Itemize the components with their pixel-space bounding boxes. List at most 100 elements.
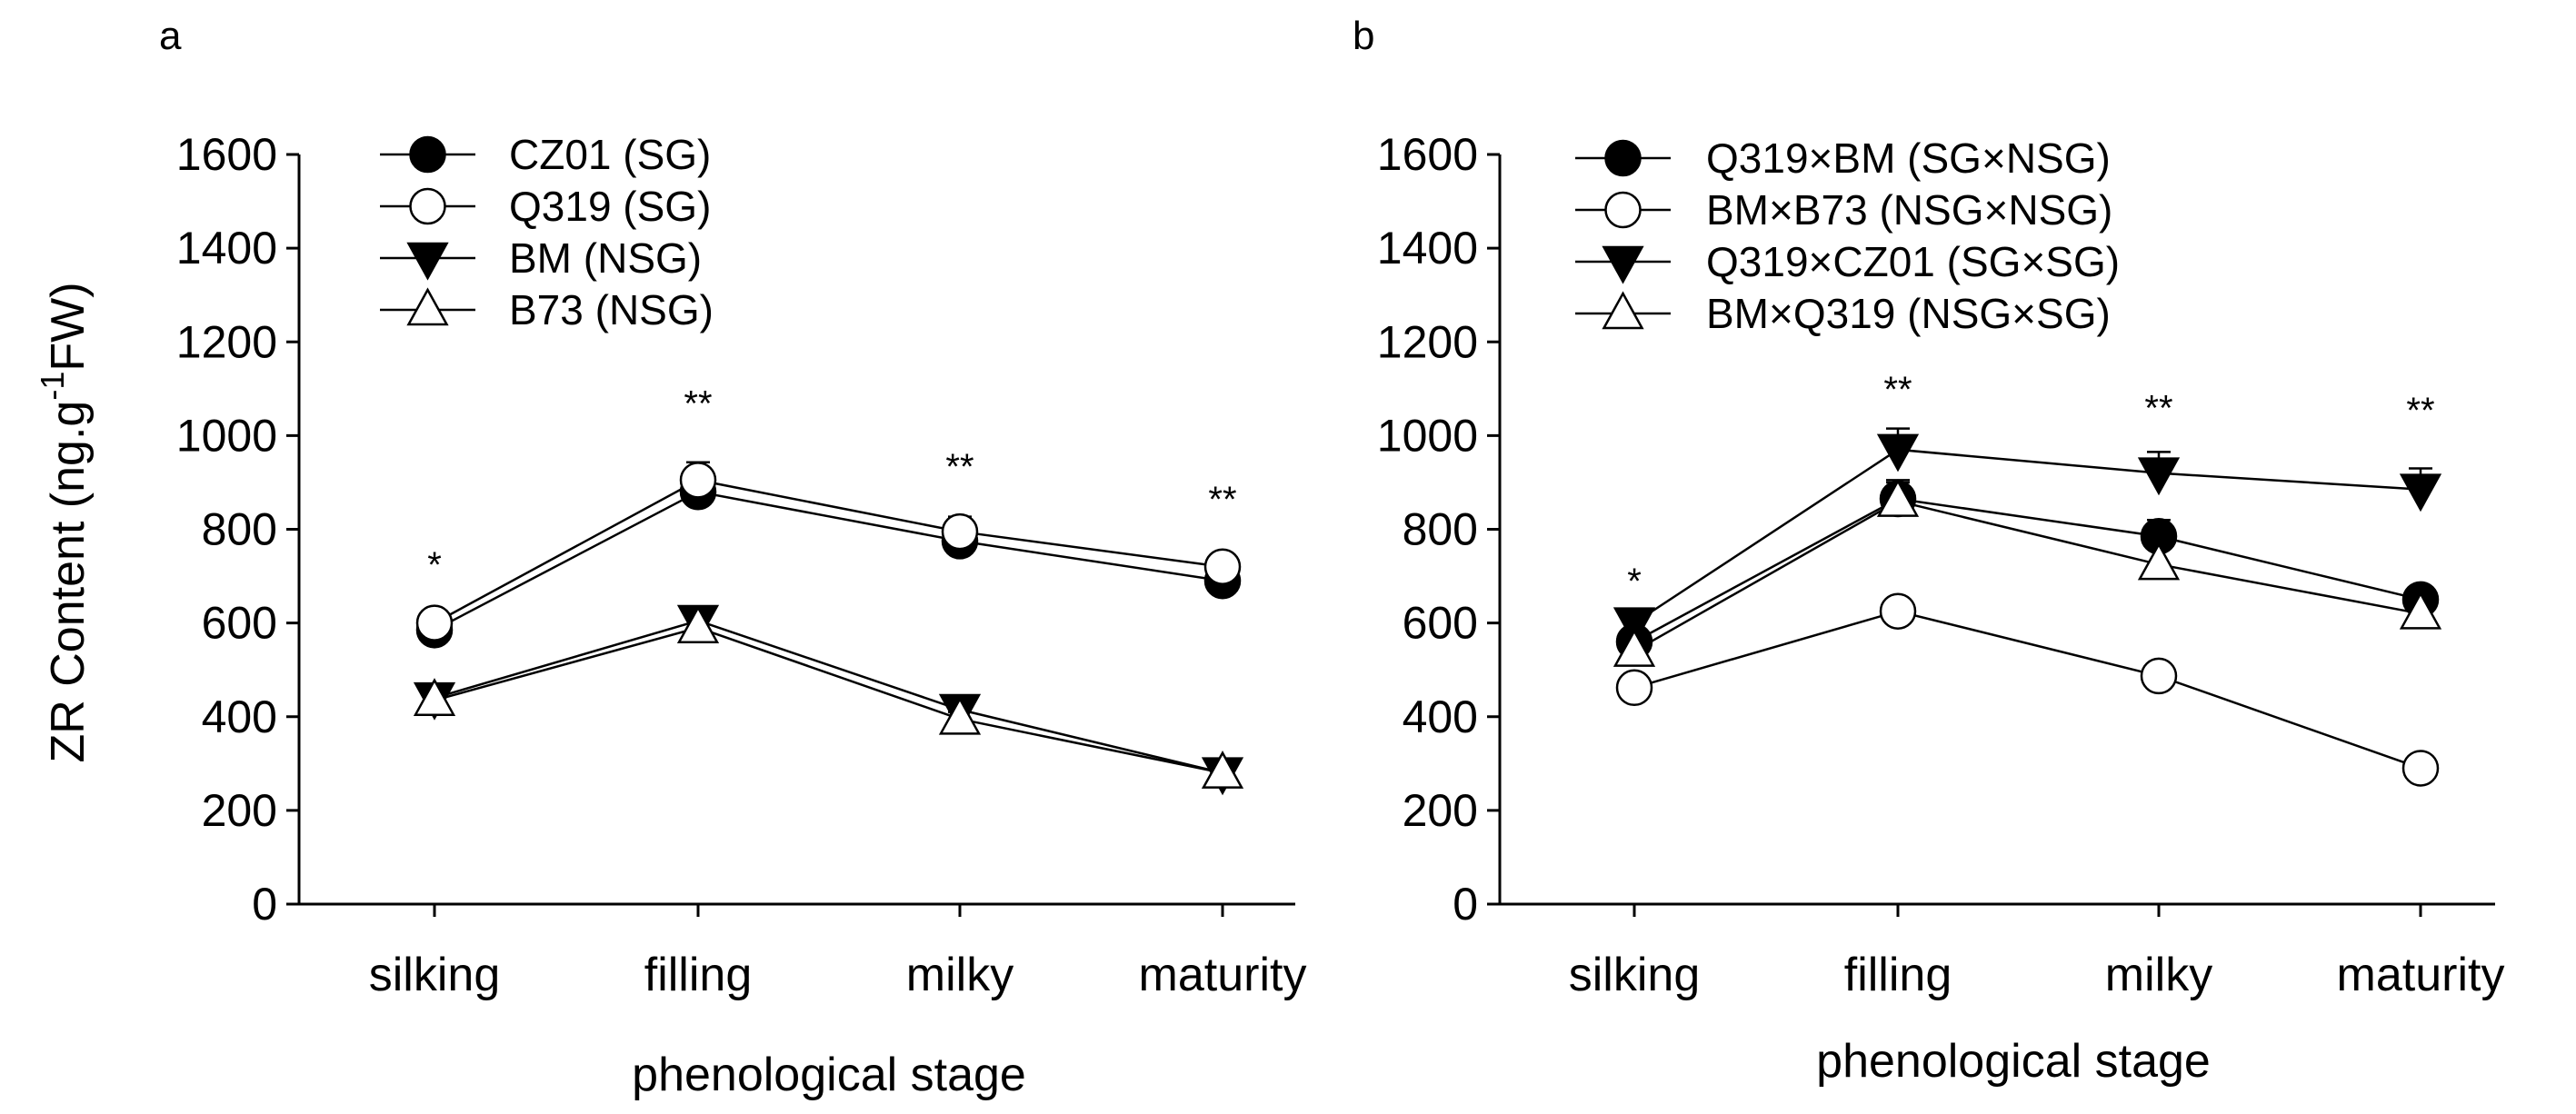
y-tick-label: 0 <box>252 879 277 930</box>
data-point <box>941 512 979 551</box>
x-tick-label-silking: silking <box>1569 949 1701 1001</box>
series-line <box>1633 497 2421 643</box>
y-tick-label: 200 <box>1403 785 1478 836</box>
series-line <box>434 479 1223 624</box>
data-point <box>1203 548 1242 585</box>
data-point <box>2137 457 2181 496</box>
x-ticks: silking filling milky maturity <box>369 904 1307 1001</box>
y-tick-label: 1600 <box>176 129 277 180</box>
legend-label: BM (NSG) <box>509 234 702 282</box>
panel-letter-a: a <box>159 14 182 58</box>
x-tick-label-silking: silking <box>369 949 501 1001</box>
data-point <box>1876 433 1920 472</box>
panel-letter-b: b <box>1353 14 1374 58</box>
y-tick-label: 800 <box>1403 504 1478 555</box>
data-point <box>676 605 720 644</box>
series-3 <box>413 604 1244 796</box>
x-tick-label-maturity: maturity <box>2337 949 2505 1001</box>
chart-panel-a: a 0 200 400 600 800 1000 1200 1400 1600 silking f… <box>159 14 1306 1101</box>
x-tick-label-filling: filling <box>644 949 753 1001</box>
y-ticks: 0 200 400 600 800 1000 1200 1400 1600 <box>1377 129 1500 930</box>
x-tick-label-maturity: maturity <box>1139 949 1307 1001</box>
data-point <box>415 604 454 642</box>
significance-mark: ** <box>2406 391 2434 431</box>
legend: Q319×BM (SG×NSG)BM×B73 (NSG×NSG)Q319×CZ0… <box>1575 134 2120 337</box>
data-point <box>1612 607 1656 646</box>
y-tick-label: 1000 <box>1377 410 1478 461</box>
data-point <box>2137 542 2181 581</box>
legend-marker <box>1604 139 1642 177</box>
data-point <box>2399 591 2442 630</box>
legend-label: B73 (NSG) <box>509 286 714 333</box>
legend-label: Q319 (SG) <box>509 183 711 230</box>
legend-item: BM (NSG) <box>380 234 702 282</box>
series-line <box>434 619 1223 774</box>
data-point <box>1201 751 1244 789</box>
legend-marker <box>1604 191 1642 229</box>
significance-mark: * <box>1627 562 1642 602</box>
y-tick-label: 1600 <box>1377 129 1478 180</box>
legend-marker <box>409 187 446 225</box>
legend-marker <box>1602 291 1644 330</box>
y-tick-label: 1400 <box>1377 223 1478 274</box>
series-2 <box>1615 592 2440 787</box>
y-axis-title: ZR Content (ng.g-1FW) <box>34 282 95 762</box>
data-point <box>1612 628 1656 667</box>
legend: CZ01 (SG) Q319 (SG)BM (NSG)B73 (NSG) <box>380 131 714 333</box>
significance-group: ******* <box>427 383 1236 585</box>
y-axis-title-main: ZR Content (ng.g <box>42 401 95 763</box>
series-line <box>1633 448 2421 624</box>
series-line <box>434 490 1223 632</box>
y-axis-title-superscript: -1 <box>34 372 71 401</box>
y-tick-label: 1200 <box>1377 316 1478 367</box>
series-group <box>413 461 1244 796</box>
y-tick-label: 0 <box>1453 879 1478 930</box>
legend-item: BM×Q319 (NSG×SG) <box>1575 290 2111 337</box>
legend-item: Q319×CZ01 (SG×SG) <box>1575 238 2120 285</box>
legend-label: Q319×CZ01 (SG×SG) <box>1706 238 2120 285</box>
data-point <box>2140 657 2178 695</box>
series-1 <box>1615 479 2440 661</box>
data-point <box>1876 478 1920 517</box>
y-tick-label: 1200 <box>176 316 277 367</box>
series-3 <box>1612 427 2442 646</box>
y-tick-label: 400 <box>1403 691 1478 742</box>
x-axis-title: phenological stage <box>632 1049 1026 1101</box>
chart-panel-b: b 0 200 400 600 800 1000 1200 1400 1600 silking f… <box>1353 14 2504 1088</box>
x-tick-label-filling: filling <box>1844 949 1952 1001</box>
data-point <box>1615 669 1653 707</box>
legend-item: Q319×BM (SG×NSG) <box>1575 134 2111 182</box>
legend-label: CZ01 (SG) <box>509 131 711 178</box>
series-2 <box>415 461 1242 642</box>
y-axis-title-end: FW) <box>42 282 95 371</box>
x-ticks: silking filling milky maturity <box>1569 904 2505 1001</box>
legend-marker <box>406 287 449 326</box>
significance-mark: ** <box>684 383 712 423</box>
data-point <box>1879 592 1917 630</box>
y-tick-label: 600 <box>1403 598 1478 649</box>
series-1 <box>415 473 1242 649</box>
series-line <box>434 626 1223 774</box>
x-tick-label-milky: milky <box>2105 949 2212 1001</box>
significance-group: ******* <box>1627 370 2434 602</box>
y-ticks: 0 200 400 600 800 1000 1200 1400 1600 <box>176 129 299 930</box>
legend-label: BM×B73 (NSG×NSG) <box>1706 186 2112 234</box>
significance-mark: ** <box>2144 388 2172 428</box>
significance-mark: ** <box>1208 480 1236 520</box>
series-line <box>1633 610 2421 770</box>
legend-marker <box>409 135 446 174</box>
significance-mark: ** <box>1883 370 1912 410</box>
data-point <box>2401 750 2440 787</box>
legend-item: CZ01 (SG) <box>380 131 711 178</box>
y-tick-label: 1400 <box>176 223 277 274</box>
legend-item: Q319 (SG) <box>380 183 711 230</box>
y-tick-label: 600 <box>202 598 277 649</box>
legend-item: BM×B73 (NSG×NSG) <box>1575 186 2112 234</box>
data-point <box>2399 473 2442 512</box>
series-line <box>1633 500 2421 652</box>
significance-mark: ** <box>945 447 973 487</box>
data-point <box>679 462 717 499</box>
legend-marker <box>1602 245 1644 284</box>
legend-item: B73 (NSG) <box>380 286 714 333</box>
